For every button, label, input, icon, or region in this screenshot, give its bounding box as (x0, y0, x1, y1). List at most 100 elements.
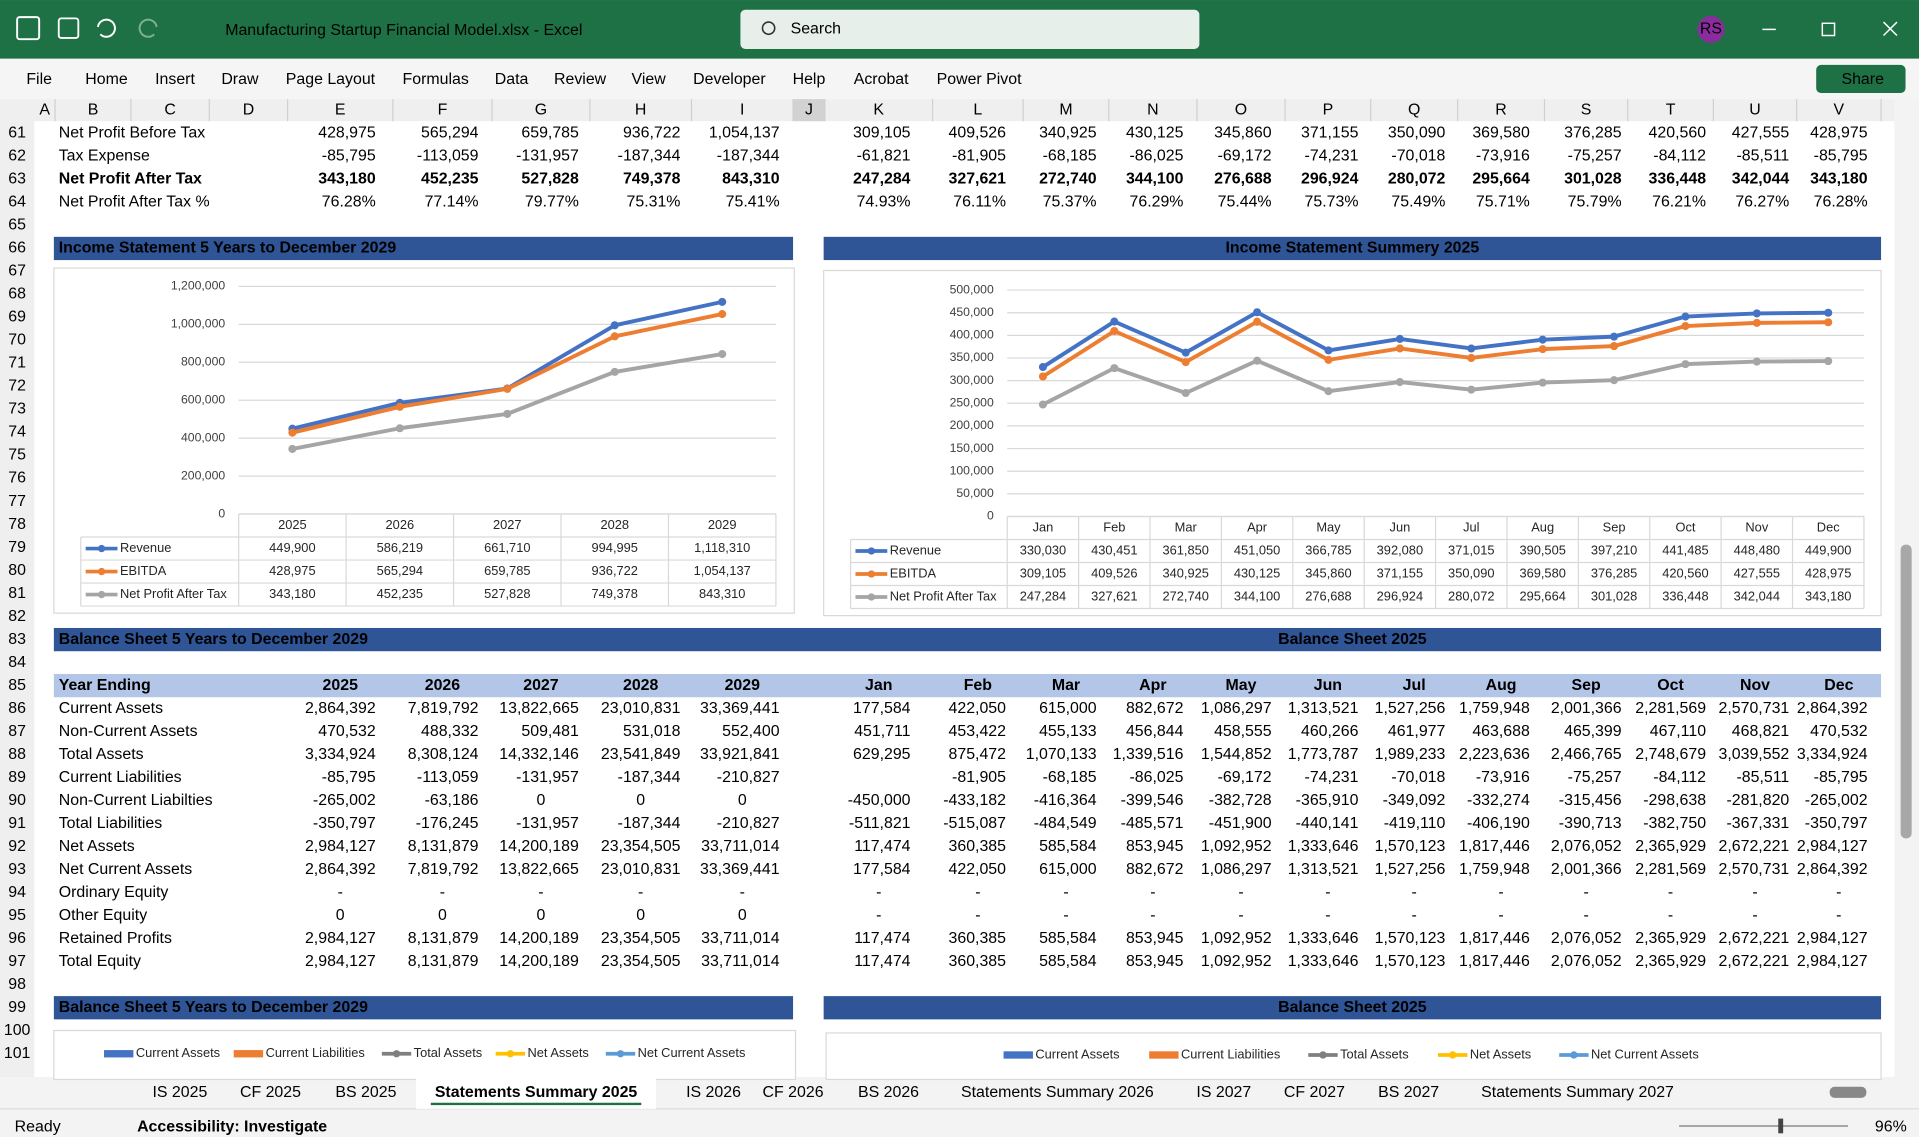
row-header[interactable]: 95 (8, 907, 26, 924)
ribbon-tab[interactable]: Review (554, 71, 607, 88)
status-accessibility[interactable]: Accessibility: Investigate (137, 1118, 327, 1135)
column-header[interactable]: F (438, 101, 448, 118)
row-header[interactable]: 72 (8, 378, 26, 395)
sheet-tab[interactable]: IS 2025 (152, 1084, 207, 1101)
restore[interactable] (1821, 22, 1836, 37)
column-header[interactable]: T (1666, 101, 1676, 118)
row-header[interactable]: 67 (8, 263, 26, 280)
status-zoom[interactable]: 96% (1875, 1118, 1907, 1135)
column-header[interactable]: H (635, 101, 647, 118)
column-header[interactable]: S (1581, 101, 1592, 118)
sheet-tab[interactable]: Statements Summary 2025 (435, 1084, 638, 1101)
row-header[interactable]: 77 (8, 493, 26, 510)
sheet-tab[interactable]: Statements Summary 2027 (1481, 1084, 1674, 1101)
ribbon-tab[interactable]: Help (793, 71, 826, 88)
row-header[interactable]: 88 (8, 746, 26, 763)
sheet-tab[interactable]: Statements Summary 2026 (961, 1084, 1154, 1101)
ribbon-tab[interactable]: Acrobat (854, 71, 909, 88)
share-button[interactable] (1816, 64, 1906, 94)
column-header[interactable]: K (873, 101, 884, 118)
ribbon-tab[interactable]: Page Layout (286, 71, 376, 88)
row-header[interactable]: 89 (8, 769, 26, 786)
search-box[interactable] (740, 9, 1200, 49)
search-label[interactable]: Search (791, 21, 841, 38)
column-header[interactable]: G (535, 101, 547, 118)
column-header[interactable]: Q (1408, 101, 1420, 118)
row-header[interactable]: 79 (8, 539, 26, 556)
ribbon-tab[interactable]: Home (85, 71, 128, 88)
column-header[interactable]: E (335, 101, 346, 118)
column-header[interactable]: V (1834, 101, 1845, 118)
sheet-tab[interactable]: BS 2026 (858, 1084, 919, 1101)
column-header[interactable]: N (1147, 101, 1159, 118)
row-header[interactable]: 93 (8, 861, 26, 878)
user-avatar[interactable] (1697, 15, 1725, 43)
column-header[interactable]: I (740, 101, 744, 118)
row-header[interactable]: 90 (8, 792, 26, 809)
scroll-thumb[interactable] (1900, 544, 1912, 839)
row-header[interactable]: 71 (8, 355, 26, 372)
sheet-tab[interactable]: CF 2027 (1284, 1084, 1345, 1101)
row-header[interactable]: 66 (8, 240, 26, 257)
row-header[interactable]: 101 (4, 1045, 31, 1062)
h-scroll-thumb[interactable] (1829, 1086, 1867, 1098)
row-header[interactable]: 86 (8, 700, 26, 717)
row-header[interactable]: 81 (8, 585, 26, 602)
row-header[interactable]: 78 (8, 516, 26, 533)
row-header[interactable]: 62 (8, 148, 26, 165)
row-header[interactable]: 63 (8, 171, 26, 188)
sheet-tab[interactable]: CF 2026 (763, 1084, 824, 1101)
sheet-tab[interactable]: BS 2027 (1378, 1084, 1439, 1101)
zoom-thumb[interactable] (1778, 1118, 1784, 1134)
row-header[interactable]: 76 (8, 470, 26, 487)
column-header[interactable]: R (1495, 101, 1507, 118)
row-header[interactable]: 82 (8, 608, 26, 625)
close[interactable] (1882, 21, 1898, 37)
sheet-tab[interactable]: CF 2025 (240, 1084, 301, 1101)
ribbon-tab[interactable]: Formulas (403, 71, 469, 88)
column-header[interactable]: C (164, 101, 176, 118)
row-header[interactable]: 94 (8, 884, 26, 901)
row-header[interactable]: 84 (8, 654, 26, 671)
sheet-tab[interactable]: IS 2026 (686, 1084, 741, 1101)
column-header[interactable]: U (1749, 101, 1761, 118)
column-header[interactable]: M (1059, 101, 1072, 118)
column-header[interactable]: B (88, 101, 99, 118)
user-initials[interactable]: RS (1700, 21, 1722, 38)
row-header[interactable]: 80 (8, 562, 26, 579)
column-header[interactable]: O (1235, 101, 1247, 118)
ribbon-tab[interactable]: Power Pivot (937, 71, 1022, 88)
row-header[interactable]: 75 (8, 447, 26, 464)
row-header[interactable]: 68 (8, 286, 26, 303)
row-header[interactable]: 70 (8, 332, 26, 349)
row-header[interactable]: 74 (8, 424, 26, 441)
row-header[interactable]: 73 (8, 401, 26, 418)
sheet-tab[interactable]: IS 2027 (1196, 1084, 1251, 1101)
share-label[interactable]: Share (1841, 71, 1884, 88)
ribbon-tab[interactable]: Insert (155, 71, 195, 88)
row-header[interactable]: 83 (8, 631, 26, 648)
row-header[interactable]: 69 (8, 309, 26, 326)
row-header[interactable]: 97 (8, 953, 26, 970)
ribbon-tab[interactable]: View (632, 71, 667, 88)
undo-icon[interactable] (96, 18, 116, 38)
row-header[interactable]: 85 (8, 677, 26, 694)
column-header[interactable]: L (973, 101, 982, 118)
column-header[interactable]: A (39, 101, 50, 118)
row-header[interactable]: 64 (8, 194, 26, 211)
row-header[interactable]: 99 (8, 999, 26, 1016)
row-header[interactable]: 65 (8, 217, 26, 234)
row-header[interactable]: 98 (8, 976, 26, 993)
row-header[interactable]: 61 (8, 125, 26, 142)
row-header[interactable]: 87 (8, 723, 26, 740)
sheet-tab[interactable]: BS 2025 (335, 1084, 396, 1101)
row-header[interactable]: 92 (8, 838, 26, 855)
column-header[interactable]: D (243, 101, 255, 118)
ribbon-tab[interactable]: File (26, 71, 52, 88)
save-icon[interactable] (57, 17, 80, 39)
ribbon-tab[interactable]: Draw (221, 71, 259, 88)
row-header[interactable]: 96 (8, 930, 26, 947)
row-header[interactable]: 100 (4, 1022, 31, 1039)
ribbon-tab[interactable]: Developer (693, 71, 766, 88)
column-header[interactable]: J (805, 101, 813, 118)
